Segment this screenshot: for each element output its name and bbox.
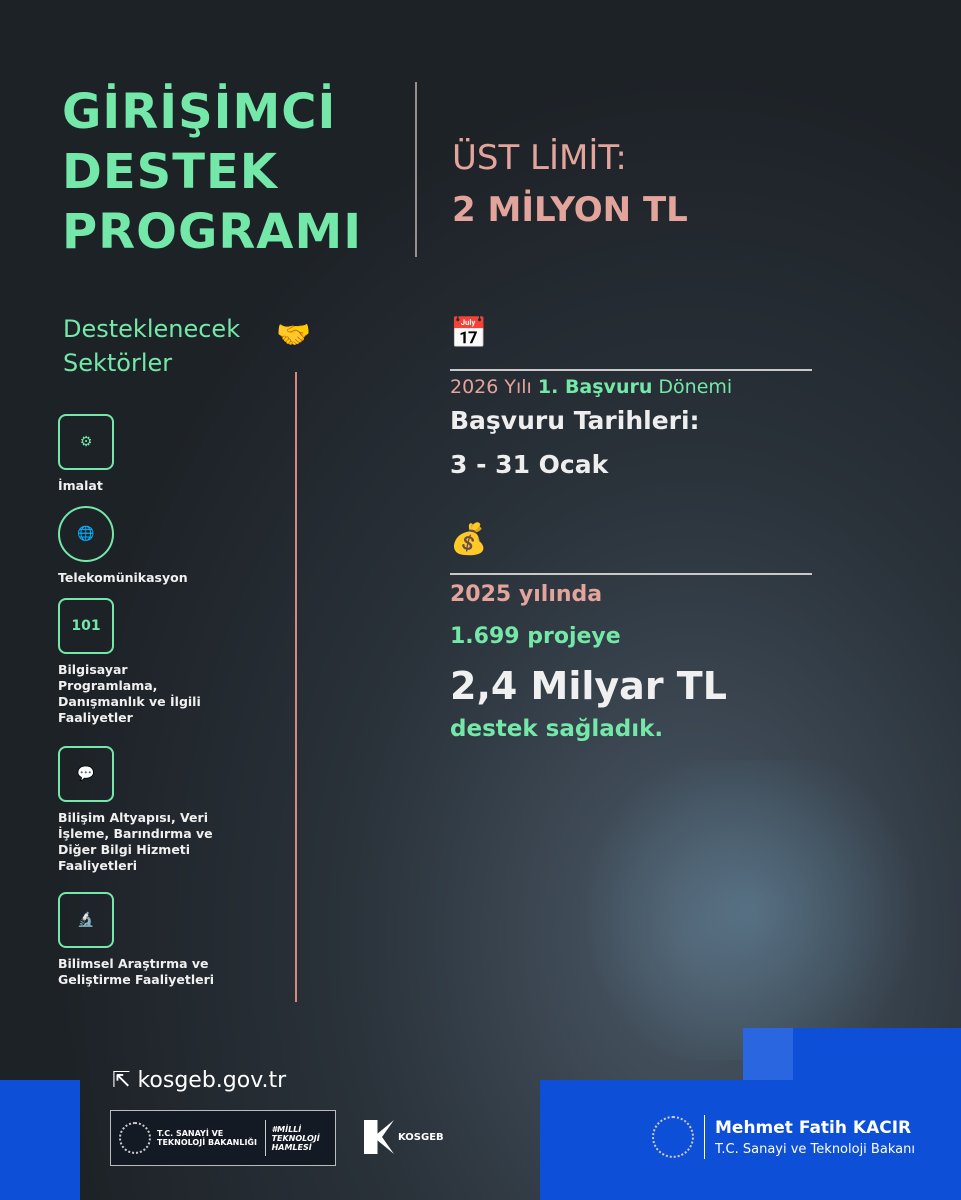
stats-amount: 2,4 Milyar TL <box>450 664 727 708</box>
money-stack-icon: 💰 <box>450 522 488 557</box>
blue-block <box>743 1028 793 1080</box>
tech-hand-image <box>560 760 940 1060</box>
title-line: GİRİŞİMCİ <box>62 84 337 140</box>
ministry-logo: T.C. SANAYİ VE TEKNOLOJİ BAKANLIĞI #MİLL… <box>110 1110 336 1166</box>
sectors-title-line: Desteklenecek <box>63 315 241 343</box>
divider-line <box>295 372 297 1002</box>
stats-year: 2025 yılında <box>450 582 603 607</box>
limit-label: ÜST LİMİT: <box>452 138 627 178</box>
kosgeb-text: KOSGEB <box>398 1131 444 1143</box>
application-year: 2026 Yılı <box>450 376 532 398</box>
program-title: GİRİŞİMCİ DESTEK PROGRAMI <box>62 82 362 262</box>
website-text: kosgeb.gov.tr <box>137 1068 287 1093</box>
application-round: 1. Başvuru <box>537 376 653 398</box>
factory-robot-icon: ⚙ <box>58 414 114 470</box>
minister-signature: Mehmet Fatih KACIR T.C. Sanayi ve Teknol… <box>652 1115 915 1159</box>
campaign-logo: #MİLLİ TEKNOLOJİ HAMLESİ <box>271 1124 320 1152</box>
dates-label: Başvuru Tarihleri: <box>450 406 700 435</box>
sector-item: 🌐 Telekomünikasyon <box>58 506 258 586</box>
ministry-name: T.C. SANAYİ VE TEKNOLOJİ BAKANLIĞI <box>157 1129 257 1147</box>
ministry-seal-icon <box>652 1116 694 1158</box>
divider <box>450 369 812 371</box>
sector-label: Telekomünikasyon <box>58 570 188 585</box>
divider <box>415 82 417 257</box>
sector-item: 🔬 Bilimsel Araştırma ve Geliştirme Faali… <box>58 892 228 988</box>
ministry-seal-icon <box>119 1122 151 1154</box>
binary-monitor-icon: 101 <box>58 598 114 654</box>
sector-label: Bilimsel Araştırma ve Geliştirme Faaliye… <box>58 956 215 987</box>
chat-circuit-icon: 💬 <box>58 746 114 802</box>
handshake-icon: 🤝 <box>276 318 311 351</box>
globe-orbit-icon: 🌐 <box>58 506 114 562</box>
divider <box>450 573 812 575</box>
application-dates: 3 - 31 Ocak <box>450 450 609 479</box>
website-link[interactable]: ⇱ kosgeb.gov.tr <box>112 1068 286 1093</box>
title-line: DESTEK <box>62 144 278 200</box>
sectors-title: Desteklenecek Sektörler <box>63 312 240 380</box>
sector-label: Bilgisayar Programlama, Danışmanlık ve İ… <box>58 662 201 725</box>
stats-suffix: destek sağladık. <box>450 716 664 742</box>
calendar-check-icon: 📅 <box>450 316 488 351</box>
sector-item: ⚙ İmalat <box>58 414 258 494</box>
cursor-click-icon: ⇱ <box>112 1068 138 1093</box>
sector-label: İmalat <box>58 478 103 493</box>
sector-label: Bilişim Altyapısı, Veri İşleme, Barındır… <box>58 810 213 873</box>
kosgeb-logo: KOSGEB <box>364 1120 444 1154</box>
kosgeb-mark-icon <box>364 1120 394 1154</box>
minister-name: Mehmet Fatih KACIR <box>715 1117 912 1138</box>
limit-value: 2 MİLYON TL <box>452 190 688 230</box>
title-line: PROGRAMI <box>62 204 363 260</box>
microscope-icon: 🔬 <box>58 892 114 948</box>
upper-limit: ÜST LİMİT: 2 MİLYON TL <box>452 132 688 236</box>
application-period-label: Dönemi <box>658 376 733 398</box>
minister-role: T.C. Sanayi ve Teknoloji Bakanı <box>715 1141 915 1157</box>
blue-block <box>0 1080 80 1200</box>
stats-projects: 1.699 projeye <box>450 624 621 649</box>
application-period: 2026 Yılı 1. Başvuru Dönemi <box>450 376 732 398</box>
sector-item: 101 Bilgisayar Programlama, Danışmanlık … <box>58 598 208 726</box>
blue-block <box>540 1080 961 1200</box>
sectors-title-line: Sektörler <box>63 349 173 377</box>
sector-item: 💬 Bilişim Altyapısı, Veri İşleme, Barınd… <box>58 746 228 874</box>
